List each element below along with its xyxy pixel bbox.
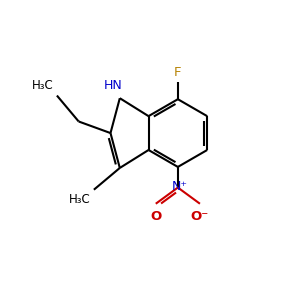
Text: H₃C: H₃C bbox=[69, 193, 91, 206]
Text: O: O bbox=[150, 210, 161, 223]
Text: N⁺: N⁺ bbox=[171, 181, 187, 194]
Text: F: F bbox=[174, 66, 182, 79]
Text: H₃C: H₃C bbox=[32, 79, 54, 92]
Text: HN: HN bbox=[104, 79, 123, 92]
Text: O⁻: O⁻ bbox=[191, 210, 209, 223]
